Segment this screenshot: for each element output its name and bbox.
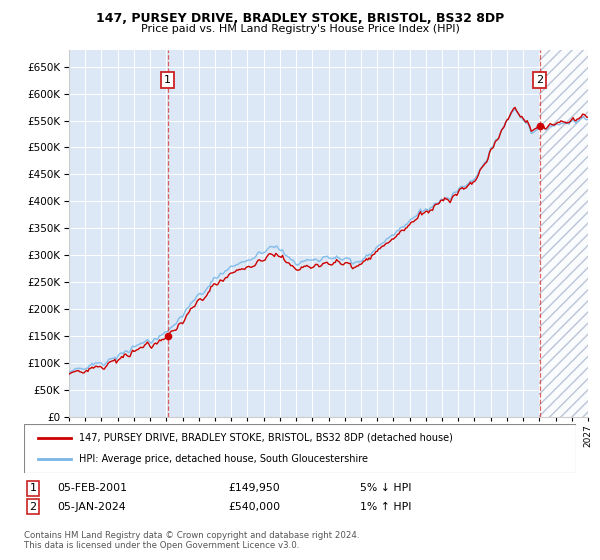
- Text: 2: 2: [536, 75, 544, 85]
- Text: 1: 1: [164, 75, 171, 85]
- FancyBboxPatch shape: [24, 424, 576, 473]
- Text: 147, PURSEY DRIVE, BRADLEY STOKE, BRISTOL, BS32 8DP: 147, PURSEY DRIVE, BRADLEY STOKE, BRISTO…: [96, 12, 504, 25]
- Text: HPI: Average price, detached house, South Gloucestershire: HPI: Average price, detached house, Sout…: [79, 454, 368, 464]
- Text: 5% ↓ HPI: 5% ↓ HPI: [360, 483, 412, 493]
- Text: 05-FEB-2001: 05-FEB-2001: [57, 483, 127, 493]
- Text: 1% ↑ HPI: 1% ↑ HPI: [360, 502, 412, 512]
- Text: £149,950: £149,950: [228, 483, 280, 493]
- Text: £540,000: £540,000: [228, 502, 280, 512]
- Text: Contains HM Land Registry data © Crown copyright and database right 2024.
This d: Contains HM Land Registry data © Crown c…: [24, 531, 359, 550]
- Text: 147, PURSEY DRIVE, BRADLEY STOKE, BRISTOL, BS32 8DP (detached house): 147, PURSEY DRIVE, BRADLEY STOKE, BRISTO…: [79, 433, 453, 443]
- Text: 1: 1: [29, 483, 37, 493]
- Text: Price paid vs. HM Land Registry's House Price Index (HPI): Price paid vs. HM Land Registry's House …: [140, 24, 460, 34]
- Text: 05-JAN-2024: 05-JAN-2024: [57, 502, 125, 512]
- Text: 2: 2: [29, 502, 37, 512]
